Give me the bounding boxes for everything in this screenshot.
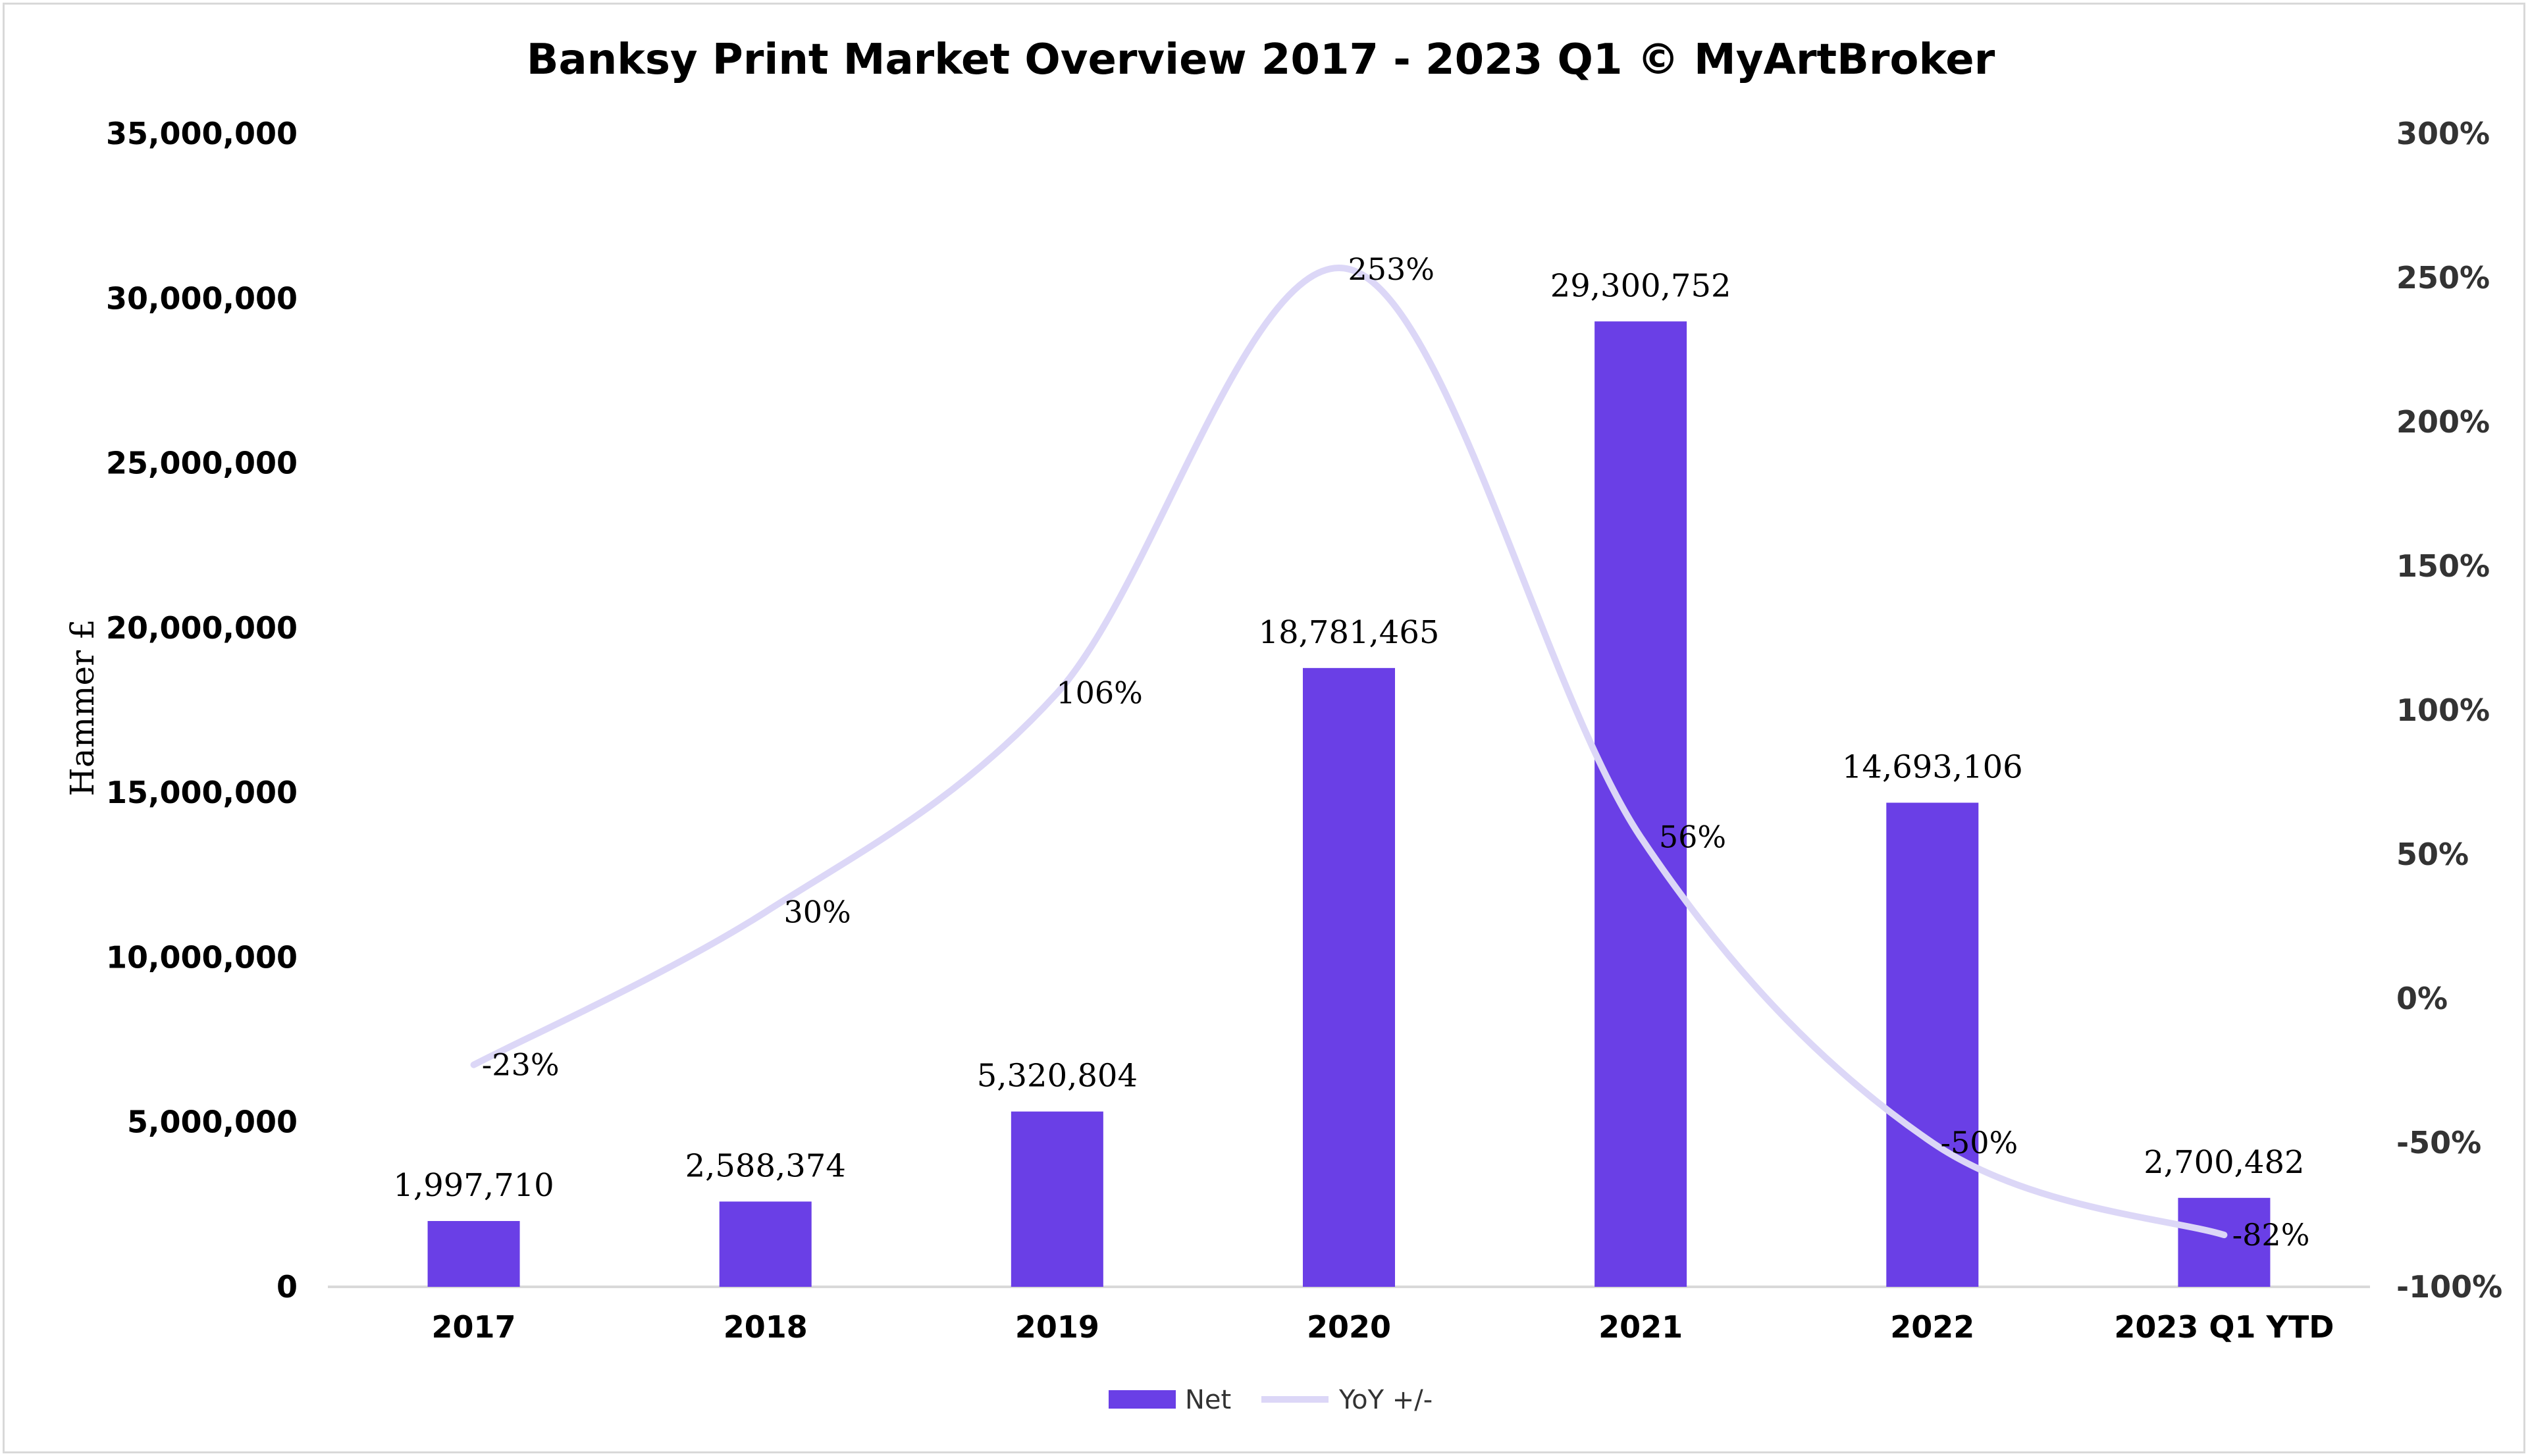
yoy-data-label: 106% [1056,675,1143,711]
legend-label-net: Net [1185,1385,1231,1415]
yoy-line [470,265,2228,1239]
yoy-data-label: 56% [1659,819,1726,855]
right-axis-tick-label: 250% [2396,260,2490,296]
right-axis-ticks: -100% -50% 0% 50% 100% 150% 200% 250% 300% [2396,116,2502,1305]
category-tick-label: 2023 Q1 YTD [2114,1309,2334,1345]
right-axis-tick-label: 150% [2396,548,2490,584]
right-axis-tick-label: -100% [2396,1269,2502,1305]
yoy-data-label: 253% [1348,251,1435,287]
left-axis-tick-label: 10,000,000 [106,939,298,975]
y-axis-title: Hammer £ [63,619,101,796]
bar-data-label: 2,700,482 [2144,1144,2304,1181]
right-axis-tick-label: 100% [2396,692,2490,728]
category-tick-label: 2019 [1015,1309,1099,1345]
bar-net [1886,802,1979,1287]
chart-title: Banksy Print Market Overview 2017 - 2023… [527,36,1995,84]
left-axis-tick-label: 30,000,000 [106,280,298,316]
legend-swatch-net [1109,1390,1176,1409]
bar-data-label: 18,781,465 [1259,614,1440,651]
left-axis-tick-label: 25,000,000 [106,446,298,481]
bar-data-label: 5,320,804 [977,1058,1138,1095]
yoy-data-label: -82% [2232,1217,2310,1253]
yoy-data-label: 30% [783,895,851,930]
left-axis-tick-label: 5,000,000 [127,1105,298,1140]
right-axis-tick-label: -50% [2396,1125,2481,1160]
bar-data-label: 14,693,106 [1842,749,2023,786]
legend-label-yoy: YoY +/- [1338,1385,1433,1415]
bar-data-labels: 1,997,710 2,588,374 5,320,804 18,781,465 29,… [393,267,2304,1204]
bar-net [1303,667,1395,1287]
legend: Net YoY +/- [1109,1385,1433,1415]
yoy-data-label: -23% [482,1047,560,1083]
category-tick-label: 2017 [432,1309,516,1345]
bar-net [427,1221,520,1287]
bar-net [1011,1111,1103,1287]
yoy-data-label: -50% [1940,1125,2018,1160]
bar-net [2178,1197,2271,1287]
bar-series-net [427,321,2271,1287]
category-axis-ticks: 2017 2018 2019 2020 2021 2022 2023 Q1 YTD [432,1309,2334,1345]
right-axis-tick-label: 0% [2396,981,2448,1016]
left-axis-ticks: 0 5,000,000 10,000,000 15,000,000 20,000,000… [106,116,298,1305]
bar-data-label: 2,588,374 [685,1147,846,1184]
left-axis-tick-label: 20,000,000 [106,610,298,646]
left-axis-tick-label: 35,000,000 [106,116,298,151]
right-axis-tick-label: 50% [2396,837,2469,872]
category-tick-label: 2020 [1307,1309,1391,1345]
category-tick-label: 2021 [1598,1309,1683,1345]
bar-data-label: 29,300,752 [1550,267,1731,304]
left-axis-tick-label: 0 [276,1269,298,1305]
bar-data-label: 1,997,710 [393,1167,554,1204]
category-tick-label: 2018 [724,1309,808,1345]
right-axis-tick-label: 300% [2396,116,2490,151]
bar-net [719,1201,812,1287]
category-tick-label: 2022 [1890,1309,1974,1345]
yoy-data-labels: -23% 30% 106% 253% 56% -50% -82% [482,251,2310,1253]
bar-net [1594,321,1687,1287]
right-axis-tick-label: 200% [2396,404,2490,440]
left-axis-tick-label: 15,000,000 [106,775,298,810]
